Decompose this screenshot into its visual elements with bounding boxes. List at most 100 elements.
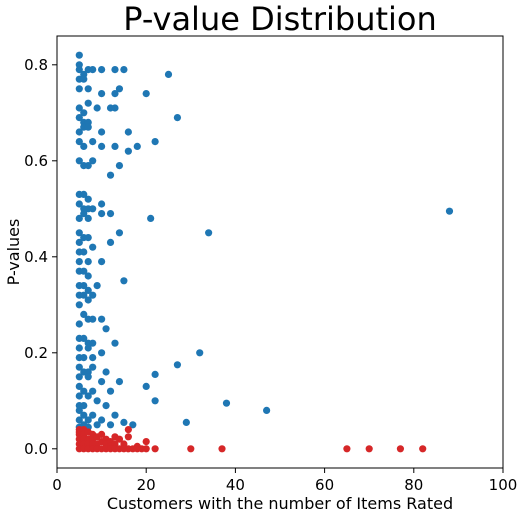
scatter-point (89, 205, 97, 213)
scatter-point (419, 445, 427, 453)
scatter-point (75, 416, 83, 424)
scatter-point (80, 248, 88, 256)
scatter-point (111, 411, 119, 419)
scatter-point (120, 277, 128, 285)
scatter-point (84, 214, 92, 222)
scatter-point (75, 406, 83, 414)
scatter-point (75, 104, 83, 112)
scatter-point (111, 90, 119, 98)
scatter-point (80, 75, 88, 83)
chart-title: P-value Distribution (123, 0, 437, 38)
scatter-point (84, 85, 92, 93)
scatter-point (75, 200, 83, 208)
scatter-point (84, 123, 92, 131)
scatter-point (80, 267, 88, 275)
scatter-point (115, 378, 124, 386)
scatter-point (151, 370, 159, 378)
scatter-point (89, 157, 97, 165)
scatter-point (115, 229, 124, 237)
scatter-point (89, 339, 97, 347)
scatter-point (396, 445, 405, 453)
scatter-point (89, 291, 97, 299)
x-tick-label: 80 (404, 476, 423, 494)
scatter-point (84, 392, 92, 400)
scatter-point (222, 399, 231, 407)
scatter-point (98, 378, 106, 386)
x-tick-label: 40 (226, 476, 245, 494)
scatter-point (75, 85, 83, 93)
x-axis-label: Customers with the number of Items Rated (107, 494, 453, 513)
scatter-point (84, 286, 92, 294)
scatter-point (142, 438, 150, 446)
plot-frame (56, 35, 504, 469)
scatter-point (142, 382, 150, 390)
scatter-point (365, 445, 373, 453)
scatter-point (106, 421, 115, 429)
scatter-point (84, 272, 92, 280)
scatter-point (75, 392, 83, 400)
scatter-point (173, 361, 182, 369)
scatter-point (84, 373, 92, 381)
scatter-point (80, 411, 88, 419)
x-tick-label: 100 (489, 476, 518, 494)
scatter-point (98, 315, 106, 323)
y-tick-label: 0.2 (24, 344, 48, 362)
scatter-point (84, 416, 92, 424)
scatter-point (142, 90, 150, 98)
scatter-point (89, 66, 97, 74)
scatter-point (98, 142, 106, 150)
scatter-point (75, 258, 83, 266)
scatter-point (80, 354, 88, 362)
scatter-point (343, 445, 351, 453)
y-tick-label: 0.4 (24, 248, 48, 266)
scatter-point (98, 200, 106, 208)
scatter-point (151, 445, 159, 453)
scatter-point (102, 368, 110, 376)
scatter-point (75, 238, 83, 246)
scatter-point (111, 66, 119, 74)
scatter-point (89, 243, 97, 251)
scatter-point (124, 147, 132, 155)
scatter-point (187, 445, 195, 453)
scatter-point (89, 138, 97, 146)
scatter-point (89, 387, 97, 395)
scatter-point (80, 334, 88, 342)
scatter-point (147, 214, 155, 222)
scatter-point (75, 320, 83, 328)
scatter-point (75, 114, 83, 122)
scatter-point (120, 66, 128, 74)
scatter-point (80, 402, 88, 410)
scatter-point (98, 349, 106, 357)
scatter-point (133, 142, 141, 150)
y-tick-label: 0.0 (24, 440, 48, 458)
scatter-point (263, 406, 271, 414)
scatter-point (102, 325, 110, 333)
scatter-point (75, 382, 83, 390)
scatter-point (75, 373, 83, 381)
scatter-point (106, 210, 115, 218)
x-axis-ticks: 0 20 40 60 80 100 (52, 468, 517, 494)
scatter-point (111, 339, 119, 347)
x-tick-label: 20 (137, 476, 156, 494)
scatter-point (120, 418, 128, 426)
scatter-point (75, 51, 83, 59)
scatter-point (84, 195, 92, 203)
scatter-point (93, 421, 101, 429)
scatter-point (80, 282, 88, 290)
scatter-point (98, 430, 106, 438)
scatter-point (75, 157, 83, 165)
scatter-point (75, 138, 83, 146)
plot-points (75, 51, 454, 453)
scatter-point (80, 210, 88, 218)
x-tick-label: 60 (315, 476, 334, 494)
scatter-point (80, 109, 88, 117)
scatter-point (93, 397, 101, 405)
scatter-point (111, 142, 119, 150)
scatter-point (93, 104, 101, 112)
scatter-point (84, 234, 92, 242)
scatter-point (115, 435, 124, 443)
scatter-point (205, 229, 213, 237)
scatter-point (164, 70, 173, 78)
scatter-point (75, 214, 83, 222)
